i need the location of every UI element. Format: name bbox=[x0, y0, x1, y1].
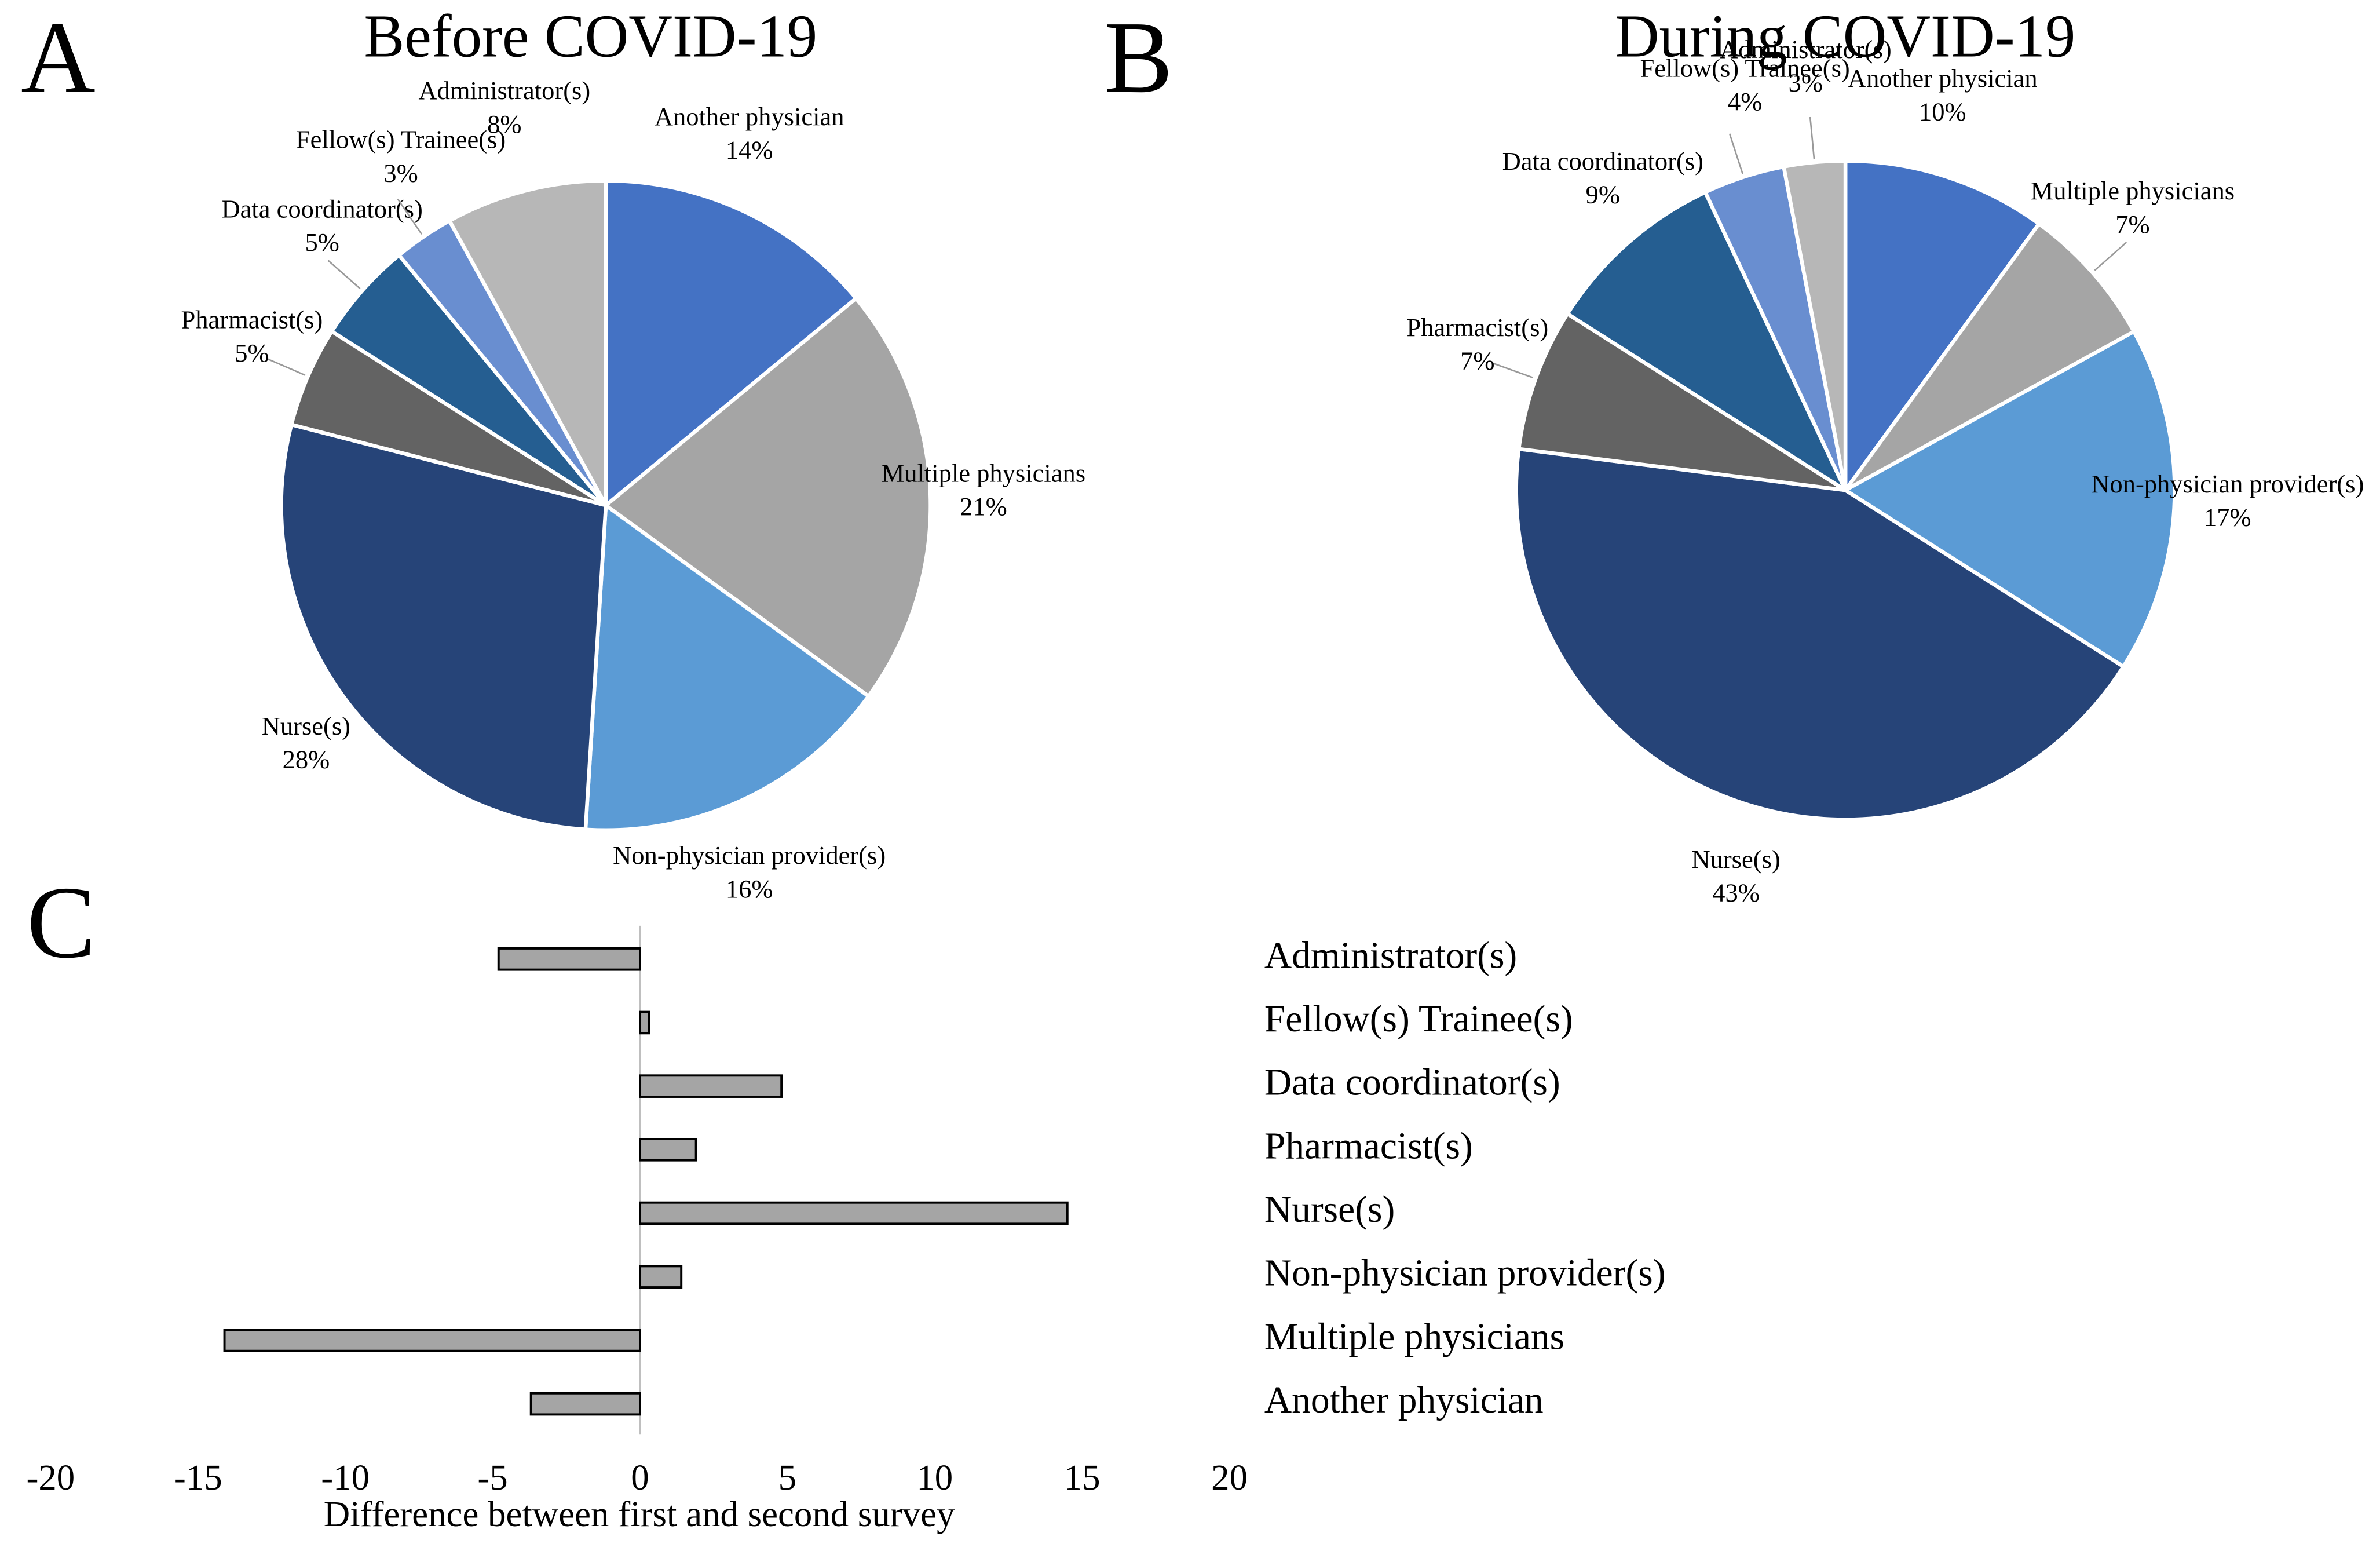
pie-slice bbox=[1514, 447, 2126, 822]
bar bbox=[639, 1201, 1069, 1225]
slice-value-label: 3% bbox=[383, 158, 418, 187]
leader-line bbox=[397, 198, 423, 235]
slice-label: Data coordinator(s) bbox=[221, 195, 422, 224]
pie-slice bbox=[604, 178, 859, 510]
panel-label: B bbox=[1104, 0, 1173, 115]
panel-label: A bbox=[21, 0, 96, 115]
leader-line bbox=[1492, 362, 1533, 378]
slice-label: Nurse(s) bbox=[262, 711, 350, 740]
slice-label: Administrator(s) bbox=[418, 76, 590, 105]
slice-value-label: 5% bbox=[305, 228, 339, 257]
slice-value-label: 4% bbox=[1728, 87, 1762, 116]
x-tick-label: 5 bbox=[778, 1457, 796, 1498]
slice-value-label: 43% bbox=[1712, 878, 1760, 907]
chart-title: Before COVID-19 bbox=[364, 2, 818, 70]
pie-slice bbox=[1516, 311, 1847, 492]
x-tick-label: 15 bbox=[1064, 1457, 1101, 1498]
slice-value-label: 7% bbox=[2115, 210, 2149, 239]
slice-label: Data coordinator(s) bbox=[1502, 147, 1703, 176]
slice-label: Non-physician provider(s) bbox=[613, 841, 886, 870]
x-tick-label: -15 bbox=[174, 1457, 222, 1498]
category-label: Nurse(s) bbox=[1264, 1189, 1395, 1231]
category-label: Data coordinator(s) bbox=[1264, 1062, 1560, 1104]
leader-line bbox=[2094, 242, 2127, 271]
pie-slice bbox=[1843, 159, 2042, 497]
category-label: Multiple physicians bbox=[1264, 1316, 1564, 1357]
leader-line bbox=[265, 357, 306, 376]
slice-value-label: 10% bbox=[1919, 97, 1966, 126]
slice-label: Nurse(s) bbox=[1691, 845, 1780, 874]
slice-value-label: 3% bbox=[1789, 68, 1823, 97]
slice-value-label: 14% bbox=[726, 136, 773, 165]
leader-line bbox=[1809, 116, 1815, 160]
leader-line bbox=[1728, 133, 1744, 174]
bar bbox=[529, 1392, 641, 1416]
slice-value-label: 16% bbox=[726, 874, 773, 903]
pie-slice bbox=[289, 329, 607, 508]
bar bbox=[639, 1074, 783, 1098]
x-tick-label: 0 bbox=[631, 1457, 649, 1498]
x-tick-label: 10 bbox=[916, 1457, 953, 1498]
pie-slice bbox=[602, 295, 933, 699]
slice-value-label: 5% bbox=[235, 338, 269, 367]
pie-slice bbox=[1844, 221, 2137, 492]
slice-value-label: 9% bbox=[1586, 180, 1620, 209]
slice-label: Another physician bbox=[1848, 64, 2038, 93]
x-tick-label: -10 bbox=[321, 1457, 370, 1498]
slice-value-label: 28% bbox=[283, 745, 330, 773]
slice-label: Pharmacist(s) bbox=[181, 305, 323, 334]
pie-slice bbox=[329, 252, 608, 508]
slice-label: Fellow(s) Trainee(s) bbox=[1640, 53, 1849, 82]
slice-value-label: 21% bbox=[960, 492, 1007, 521]
pie-slice bbox=[1781, 159, 1848, 491]
x-tick-label: -5 bbox=[477, 1457, 507, 1498]
slice-label: Non-physician provider(s) bbox=[2091, 469, 2364, 498]
pie-slice bbox=[447, 178, 608, 506]
pie-slice bbox=[583, 502, 872, 833]
chart-title: During COVID-19 bbox=[1615, 2, 2075, 70]
slice-label: Fellow(s) Trainee(s) bbox=[296, 125, 506, 154]
bar bbox=[639, 1265, 683, 1289]
slice-label: Administrator(s) bbox=[1720, 35, 1892, 64]
bar bbox=[639, 1010, 650, 1035]
bar bbox=[497, 947, 641, 971]
category-label: Non-physician provider(s) bbox=[1264, 1253, 1666, 1294]
category-label: Another physician bbox=[1264, 1380, 1544, 1421]
x-tick-label: -20 bbox=[26, 1457, 75, 1498]
slice-label: Multiple physicians bbox=[2031, 176, 2235, 205]
category-label: Administrator(s) bbox=[1264, 935, 1517, 976]
bar bbox=[639, 1138, 697, 1162]
slice-value-label: 17% bbox=[2204, 502, 2251, 531]
x-tick-label: 20 bbox=[1211, 1457, 1248, 1498]
bar bbox=[223, 1329, 641, 1352]
slice-value-label: 7% bbox=[1460, 346, 1494, 375]
category-label: Fellow(s) Trainee(s) bbox=[1264, 998, 1573, 1040]
pie-slice bbox=[1564, 189, 1850, 495]
slice-value-label: 8% bbox=[487, 110, 521, 138]
x-axis-title: Difference between first and second surv… bbox=[324, 1494, 955, 1534]
panel-label: C bbox=[27, 865, 96, 980]
pie-slice bbox=[1841, 329, 2177, 670]
slice-label: Pharmacist(s) bbox=[1406, 313, 1548, 342]
slice-label: Another physician bbox=[655, 102, 844, 131]
category-label: Pharmacist(s) bbox=[1264, 1125, 1473, 1167]
pie-slice bbox=[279, 422, 608, 832]
leader-line bbox=[327, 260, 361, 290]
slice-label: Multiple physicians bbox=[882, 459, 1085, 488]
